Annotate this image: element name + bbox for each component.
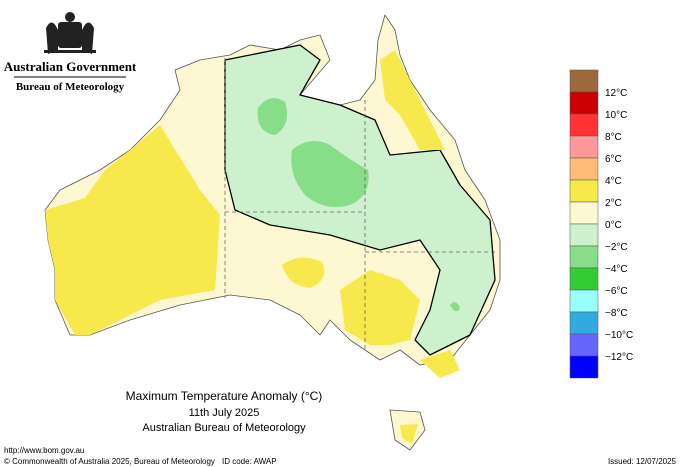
australia-map — [44, 14, 501, 451]
anomaly-neg2-neg4-c — [450, 302, 460, 312]
legend-label: 4°C — [605, 176, 622, 187]
legend-label: 2°C — [605, 198, 622, 209]
footer-copyright: © Commonwealth of Australia 2025, Bureau… — [4, 457, 215, 466]
legend-swatch — [569, 157, 599, 181]
legend-swatch — [569, 91, 599, 115]
legend-swatch — [569, 69, 599, 93]
anomaly-2-4-cape — [380, 50, 445, 150]
legend-swatch — [569, 113, 599, 137]
header-line2: Bureau of Meteorology — [16, 81, 125, 93]
anomaly-neg2-neg4-a — [257, 98, 288, 135]
anomaly-2-4-sa — [340, 270, 420, 345]
anomaly-2-4-west — [45, 125, 220, 335]
legend: 12°C 10°C 8°C 6°C 4°C 2°C 0°C −2°C −4°C −6°C −8°C −… — [569, 69, 633, 379]
title-line1: Maximum Temperature Anomaly (°C) — [126, 389, 323, 403]
legend-swatch — [569, 289, 599, 313]
legend-swatch — [569, 201, 599, 225]
legend-label: 12°C — [605, 88, 627, 99]
legend-swatch — [569, 179, 599, 203]
anomaly-2-4-vic — [420, 350, 460, 378]
legend-label: −10°C — [605, 330, 633, 341]
legend-swatch — [569, 223, 599, 247]
legend-swatch — [569, 267, 599, 291]
legend-swatch — [569, 245, 599, 269]
legend-label: 6°C — [605, 154, 622, 165]
legend-label: 10°C — [605, 110, 627, 121]
footer-url: http://www.bom.gov.au — [4, 446, 84, 455]
footer-issued: Issued: 12/07/2025 — [608, 457, 677, 466]
legend-label: −2°C — [605, 242, 628, 253]
legend-label: 8°C — [605, 132, 622, 143]
legend-label: −8°C — [605, 308, 628, 319]
footer-id-code: ID code: AWAP — [222, 457, 277, 466]
legend-swatch — [569, 333, 599, 357]
state-borders — [224, 58, 495, 350]
legend-label: −6°C — [605, 286, 628, 297]
legend-swatch — [569, 355, 599, 379]
anomaly-neg2-neg4-b — [291, 141, 369, 208]
coat-of-arms — [44, 12, 96, 54]
anomaly-0-neg2 — [224, 44, 496, 356]
title-line3: Australian Bureau of Meteorology — [142, 422, 306, 434]
legend-label: −12°C — [605, 352, 633, 363]
anomaly-2-4-central — [282, 257, 325, 288]
header-line1: Australian Government — [4, 59, 137, 74]
legend-swatch — [569, 135, 599, 159]
anomaly-2-4-tas — [400, 424, 418, 444]
legend-label: 0°C — [605, 220, 622, 231]
title-line2: 11th July 2025 — [189, 407, 260, 419]
legend-label: −4°C — [605, 264, 628, 275]
legend-swatch — [569, 311, 599, 335]
